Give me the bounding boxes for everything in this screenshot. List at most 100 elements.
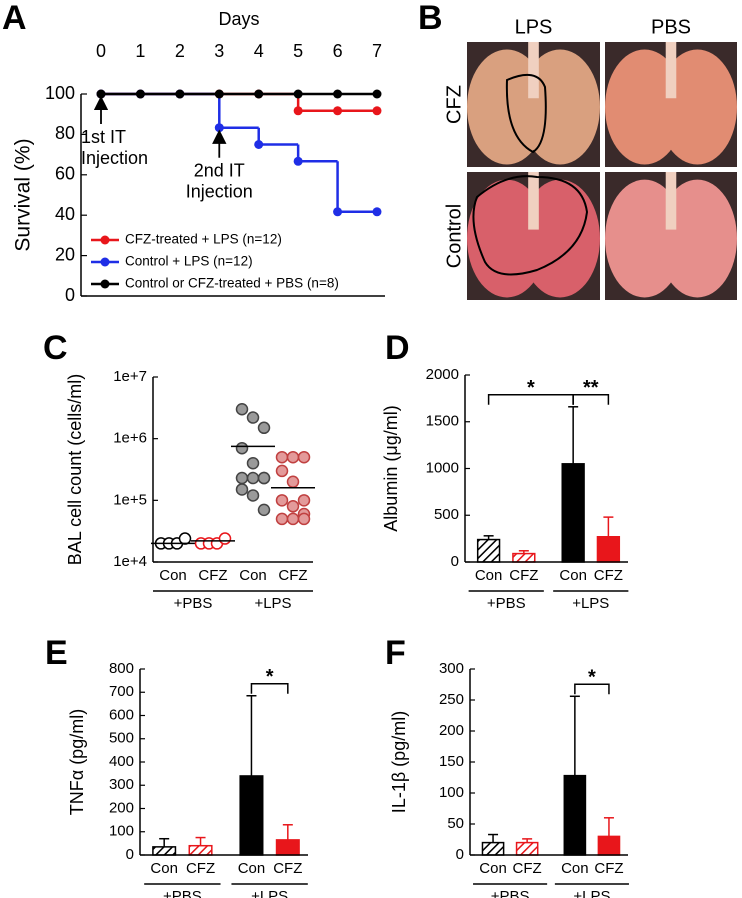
data-point bbox=[178, 532, 192, 545]
legend-marker bbox=[100, 235, 110, 245]
survival-point bbox=[333, 89, 343, 99]
significance-bracket bbox=[250, 682, 289, 694]
bar bbox=[275, 839, 300, 856]
panel-letter: A bbox=[2, 0, 27, 37]
bar bbox=[512, 552, 536, 563]
x-tick-label: Con bbox=[159, 567, 187, 584]
panel-letter: B bbox=[418, 0, 443, 37]
y-tick-label: 20 bbox=[55, 244, 75, 264]
bar bbox=[188, 844, 213, 856]
trachea bbox=[528, 42, 539, 99]
bar bbox=[515, 841, 539, 856]
survival-point bbox=[293, 106, 303, 116]
y-tick-label: 40 bbox=[55, 204, 75, 224]
trachea bbox=[665, 172, 677, 230]
y-tick-label: 200 bbox=[109, 799, 134, 816]
bar bbox=[597, 835, 621, 856]
y-tick-label: 400 bbox=[109, 753, 134, 770]
data-point bbox=[297, 512, 311, 526]
annotation-text: Injection bbox=[81, 148, 148, 168]
data-point bbox=[275, 512, 289, 526]
survival-point bbox=[293, 89, 303, 99]
x-tick-label: Con bbox=[559, 567, 587, 584]
data-point bbox=[257, 471, 271, 485]
x-tick-label: Con bbox=[239, 567, 267, 584]
survival-point bbox=[333, 106, 343, 116]
column-label: LPS bbox=[515, 16, 553, 38]
y-tick-label: 80 bbox=[55, 123, 75, 143]
survival-point bbox=[372, 106, 382, 116]
survival-point bbox=[372, 207, 382, 217]
y-tick-label: 200 bbox=[439, 722, 464, 739]
legend-label: Control or CFZ-treated + PBS (n=8) bbox=[125, 276, 339, 291]
bar bbox=[596, 536, 621, 563]
x-tick-label: Con bbox=[479, 860, 507, 877]
y-tick-label: 50 bbox=[447, 815, 464, 832]
data-point bbox=[235, 402, 249, 416]
y-tick-label: 1e+7 bbox=[113, 368, 147, 385]
y-axis-label: IL-1β (pg/ml) bbox=[389, 711, 409, 813]
y-tick-label: 800 bbox=[109, 660, 134, 677]
y-tick-label: 1500 bbox=[426, 413, 459, 430]
y-axis-label: Survival (%) bbox=[12, 138, 35, 251]
group-label: +PBS bbox=[487, 595, 526, 612]
significance-label: * bbox=[588, 667, 596, 689]
data-point bbox=[275, 450, 289, 464]
y-axis-label: Albumin (μg/ml) bbox=[381, 405, 401, 531]
x-tick-label: Con bbox=[561, 860, 589, 877]
x-tick-label: CFZ bbox=[273, 860, 302, 877]
y-tick-label: 1e+5 bbox=[113, 491, 147, 508]
lesion-outline bbox=[505, 73, 547, 154]
y-tick-label: 250 bbox=[439, 691, 464, 708]
lung-right bbox=[657, 49, 738, 165]
x-tick-label: CFZ bbox=[186, 860, 215, 877]
y-tick-label: 60 bbox=[55, 164, 75, 184]
data-point bbox=[235, 441, 249, 455]
y-tick-label: 0 bbox=[65, 285, 75, 305]
x-tick-label: 7 bbox=[372, 41, 382, 61]
x-tick-label: Con bbox=[238, 860, 266, 877]
data-point bbox=[286, 500, 300, 513]
survival-point bbox=[135, 89, 145, 99]
data-point bbox=[257, 421, 271, 435]
survival-point bbox=[175, 89, 185, 99]
y-tick-label: 1e+4 bbox=[113, 553, 147, 570]
significance-bracket bbox=[572, 394, 610, 405]
survival-point bbox=[96, 89, 106, 99]
x-tick-label: CFZ bbox=[278, 567, 307, 584]
significance-label: * bbox=[266, 666, 274, 688]
y-axis-label: BAL cell count (cells/ml) bbox=[65, 374, 85, 565]
x-tick-label: Con bbox=[150, 860, 178, 877]
data-point bbox=[257, 503, 271, 517]
x-tick-label: Con bbox=[475, 567, 503, 584]
data-point bbox=[297, 450, 311, 464]
y-tick-label: 600 bbox=[109, 706, 134, 723]
x-tick-label: 2 bbox=[175, 41, 185, 61]
x-tick-label: 6 bbox=[333, 41, 343, 61]
legend-marker bbox=[100, 279, 110, 289]
data-point bbox=[275, 464, 289, 478]
y-tick-label: 300 bbox=[439, 660, 464, 677]
bar bbox=[481, 841, 505, 856]
data-point bbox=[286, 450, 300, 464]
group-label: +PBS bbox=[174, 595, 213, 612]
significance-label: ** bbox=[583, 377, 599, 399]
panel-letter: C bbox=[43, 329, 68, 367]
x-tick-label: 0 bbox=[96, 41, 106, 61]
data-point bbox=[246, 411, 260, 424]
lung-right bbox=[657, 179, 738, 298]
x-tick-label: 5 bbox=[293, 41, 303, 61]
y-axis-label: TNFα (pg/ml) bbox=[67, 709, 87, 815]
y-tick-label: 100 bbox=[439, 784, 464, 801]
significance-label: * bbox=[527, 377, 535, 399]
x-tick-label: 3 bbox=[214, 41, 224, 61]
row-label: CFZ bbox=[443, 85, 465, 124]
x-tick-label: CFZ bbox=[594, 860, 623, 877]
data-point bbox=[297, 494, 311, 507]
data-point bbox=[275, 494, 289, 507]
x-tick-label: 4 bbox=[254, 41, 264, 61]
group-label: +PBS bbox=[163, 888, 202, 898]
annotation-text: Injection bbox=[186, 181, 253, 201]
trachea bbox=[665, 42, 677, 99]
